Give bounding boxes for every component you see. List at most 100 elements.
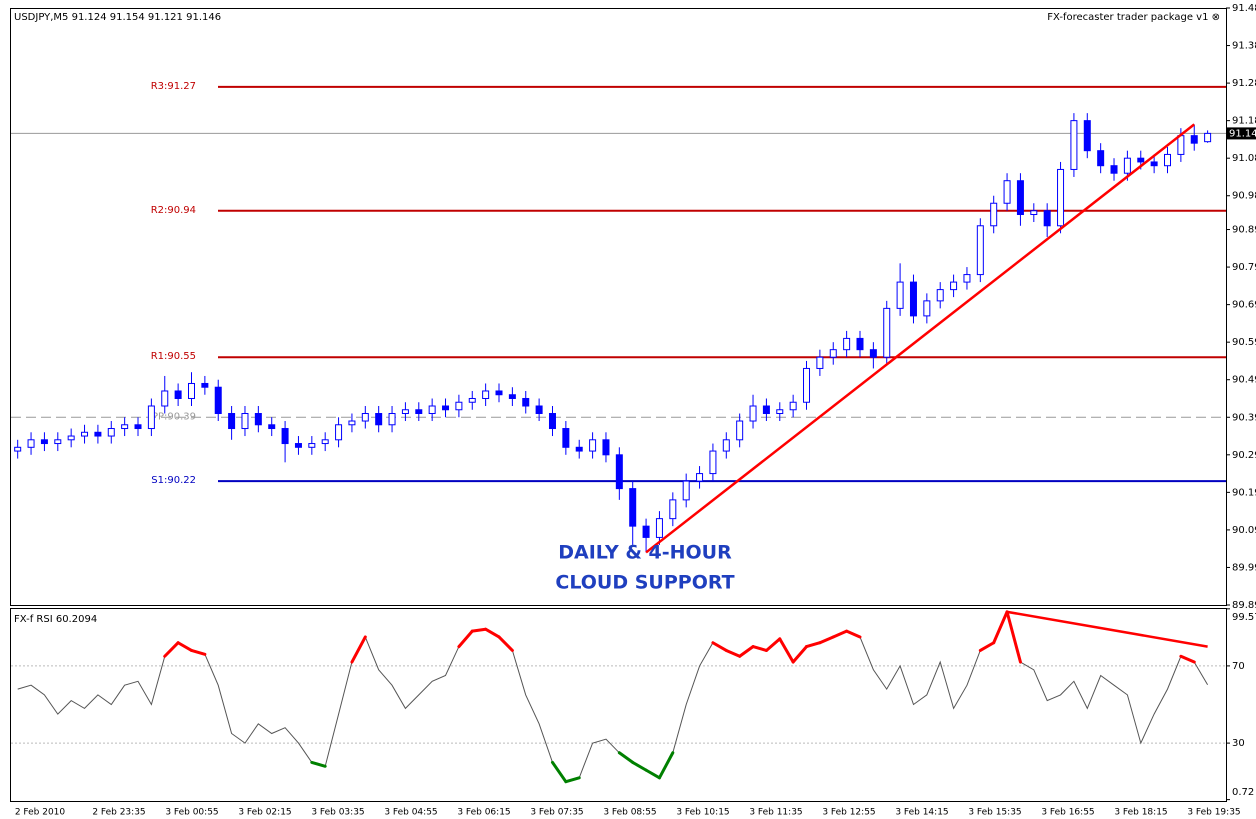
x-tick-label: 2 Feb 2010	[15, 808, 66, 818]
rsi-highlight	[564, 776, 581, 784]
x-tick-label: 3 Feb 04:55	[384, 808, 437, 818]
annotation: CLOUD SUPPORT	[555, 572, 734, 594]
rsi-highlight	[818, 635, 835, 645]
candle-body	[642, 525, 650, 538]
rsi-highlight	[484, 627, 501, 639]
candle-body	[843, 337, 851, 351]
candle-body	[268, 424, 276, 430]
candle-body	[1137, 157, 1145, 163]
candle-body	[976, 225, 984, 276]
y-tick-label: 90.89	[1232, 225, 1256, 236]
candle-body	[1097, 150, 1105, 167]
x-tick-label: 2 Feb 23:35	[92, 808, 145, 818]
candle-body	[428, 405, 436, 415]
candle-body	[1030, 210, 1038, 216]
candle-body	[27, 439, 35, 448]
candle-body	[482, 390, 490, 399]
rsi-panel	[10, 608, 1227, 802]
y-tick-label: 91.48	[1232, 3, 1256, 14]
x-tick-label: 3 Feb 11:35	[749, 808, 802, 818]
candle-body	[602, 439, 610, 456]
candle-body	[829, 349, 837, 358]
x-tick-label: 3 Feb 15:35	[968, 808, 1021, 818]
candle-body	[950, 281, 958, 291]
chart-subtitle: FX-forecaster trader package v1 ⊗	[1047, 12, 1220, 23]
candle-body	[682, 480, 690, 501]
x-tick-label: 3 Feb 16:55	[1041, 808, 1094, 818]
rsi-highlight	[1005, 610, 1022, 664]
y-tick-label: 90.29	[1232, 450, 1256, 461]
candle-body	[575, 446, 583, 452]
rsi-highlight	[163, 641, 180, 658]
candle-body	[375, 413, 383, 426]
rsi-highlight	[978, 641, 996, 652]
rsi-highlight	[457, 629, 474, 649]
rsi-highlight	[992, 610, 1009, 645]
y-tick-label: 89.99	[1232, 562, 1256, 573]
candle-body	[762, 405, 770, 415]
candle-body	[1003, 180, 1011, 204]
candle-body	[121, 424, 129, 430]
x-tick-label: 3 Feb 06:15	[457, 808, 510, 818]
candle-body	[281, 428, 289, 445]
rsi-highlight	[778, 637, 795, 664]
trendline	[645, 123, 1196, 554]
candle-body	[147, 405, 155, 430]
y-tick-label: 91.08	[1232, 153, 1256, 164]
bid-label: 91.14	[1229, 128, 1256, 139]
y-tick-label: 99.57	[1232, 612, 1256, 623]
candle-body	[455, 401, 463, 411]
rsi-highlight	[657, 751, 675, 780]
candle-body	[736, 420, 744, 441]
rsi-highlight	[805, 641, 822, 649]
candle-body	[936, 289, 944, 302]
rsi-highlight	[738, 645, 755, 658]
rsi-highlight	[644, 768, 661, 780]
candle-body	[562, 428, 570, 448]
candle-body	[81, 431, 89, 437]
candle-body	[696, 473, 704, 482]
price-panel	[10, 8, 1227, 606]
candle-body	[161, 390, 169, 407]
rsi-highlight	[189, 648, 207, 656]
x-tick-label: 3 Feb 07:35	[530, 808, 583, 818]
rsi-highlight	[176, 641, 193, 652]
rsi-highlight	[550, 760, 568, 784]
candle-body	[134, 424, 142, 430]
x-tick-label: 3 Feb 14:15	[895, 808, 948, 818]
trendline	[1006, 610, 1208, 648]
x-tick-label: 3 Feb 02:15	[238, 808, 291, 818]
annotation: DAILY & 4-HOUR	[558, 542, 732, 564]
candle-body	[1083, 120, 1091, 152]
candle-body	[963, 274, 971, 283]
y-tick-label: 90.19	[1232, 487, 1256, 498]
rsi-title: FX-f RSI 60.2094	[14, 614, 97, 625]
y-tick-label: 30	[1232, 738, 1245, 749]
y-tick-label: 91.38	[1232, 41, 1256, 52]
candle-body	[40, 439, 48, 445]
candle-body	[1043, 210, 1051, 227]
candle-body	[669, 499, 677, 520]
candle-body	[535, 405, 543, 415]
x-tick-label: 3 Feb 10:15	[676, 808, 729, 818]
candle-body	[361, 413, 369, 422]
candle-body	[388, 413, 396, 426]
candle-body	[294, 443, 302, 448]
x-tick-label: 3 Feb 00:55	[165, 808, 218, 818]
y-tick-label: 91.28	[1232, 78, 1256, 89]
rsi-highlight	[711, 641, 728, 652]
y-tick-label: 90.09	[1232, 525, 1256, 536]
x-tick-label: 3 Feb 12:55	[822, 808, 875, 818]
pivot-label: R2:90.94	[151, 205, 196, 216]
y-tick-label: 90.49	[1232, 375, 1256, 386]
y-tick-label: 89.89	[1232, 600, 1256, 611]
candle-body	[508, 394, 516, 399]
rsi-highlight	[617, 751, 635, 764]
rsi-highlight	[724, 648, 742, 658]
candle-body	[1110, 165, 1118, 174]
candle-body	[54, 439, 62, 445]
candle-body	[415, 409, 423, 415]
rsi-highlight	[764, 637, 782, 652]
